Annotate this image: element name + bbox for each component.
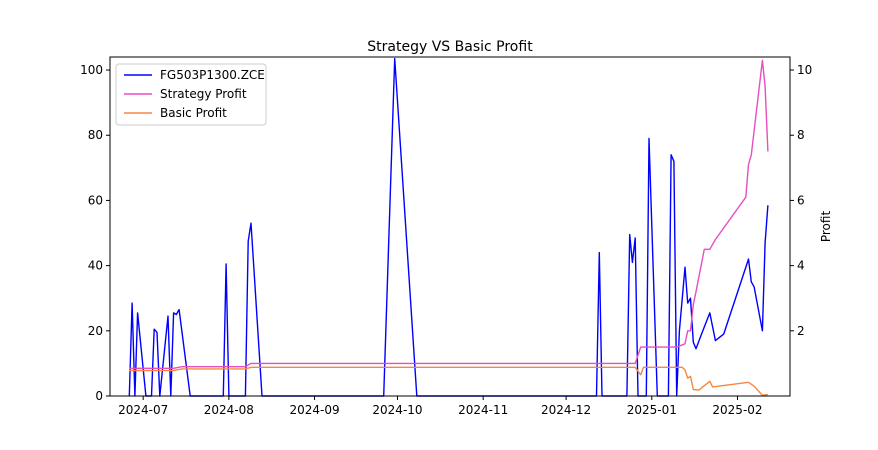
legend: FG503P1300.ZCE Strategy Profit Basic Profi…	[115, 63, 267, 126]
x-tick-label: 2024-07	[118, 403, 168, 417]
y-right-tick-label: 6	[797, 193, 805, 207]
x-axis: 2024-07 2024-08 2024-09 2024-10 2024-11 2024-…	[118, 396, 763, 417]
y-left-tick-label: 80	[88, 128, 103, 142]
x-tick-label: 2025-01	[627, 403, 677, 417]
x-tick-label: 2024-09	[289, 403, 339, 417]
y-right-tick-label: 8	[797, 128, 805, 142]
y-left-tick-label: 60	[88, 193, 103, 207]
y-left-tick-label: 0	[95, 389, 103, 403]
x-tick-label: 2025-02	[712, 403, 762, 417]
y-left-tick-label: 100	[80, 63, 103, 77]
y-axis-left: 0 20 40 60 80 100	[80, 63, 110, 403]
plot-frame	[109, 56, 791, 397]
legend-label-3: Basic Profit	[160, 106, 227, 120]
legend-box	[115, 63, 267, 126]
y-right-tick-label: 2	[797, 324, 805, 338]
x-tick-label: 2024-12	[541, 403, 591, 417]
chart-title: Strategy VS Basic Profit	[367, 39, 533, 55]
y-left-tick-label: 40	[88, 259, 103, 273]
legend-label-2: Strategy Profit	[160, 87, 247, 101]
legend-label-1: FG503P1300.ZCE	[160, 68, 265, 82]
series-line-2	[129, 59, 769, 369]
x-tick-label: 2024-11	[458, 403, 508, 417]
y-axis-right-label: Profit	[819, 211, 833, 243]
plot-area	[109, 56, 791, 397]
series-line-3	[129, 366, 769, 396]
x-tick-label: 2024-08	[204, 403, 254, 417]
y-left-tick-label: 20	[88, 324, 103, 338]
y-axis-right: 2 4 6 8 10	[790, 63, 812, 338]
x-tick-label: 2024-10	[372, 403, 422, 417]
y-right-tick-label: 4	[797, 259, 805, 273]
y-right-tick-label: 10	[797, 63, 812, 77]
